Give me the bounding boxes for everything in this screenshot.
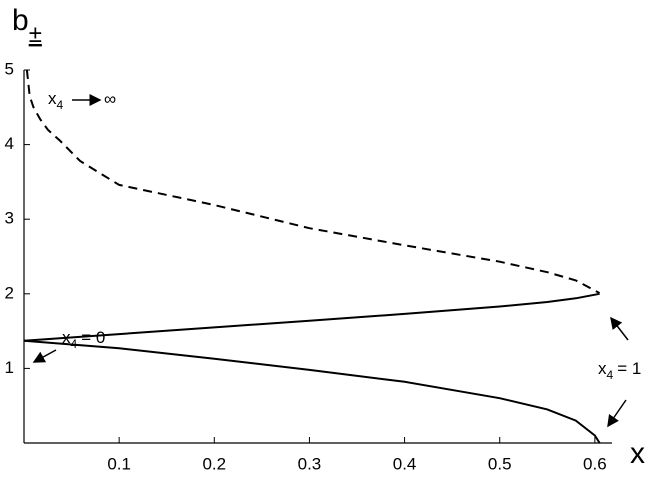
y-tick-label: 3: [5, 209, 14, 228]
x-axis-label: x: [630, 437, 645, 470]
x-tick-label: 0.6: [583, 454, 607, 473]
x-tick-label: 0.4: [393, 454, 417, 473]
curve: [23, 339, 601, 444]
annotation: x4: [48, 89, 64, 112]
y-axis-label: b±: [12, 4, 42, 48]
x-tick-label: 0.5: [488, 454, 512, 473]
y-tick-label: 5: [5, 59, 14, 78]
annotation: x4 = 1: [598, 359, 641, 382]
y-tick-label: 2: [5, 283, 14, 302]
annotation: x4 = 0: [62, 328, 105, 351]
y-tick-label: 4: [5, 134, 14, 153]
arrow: [610, 316, 629, 341]
curve: [25, 69, 601, 294]
annotation: ∞: [104, 89, 116, 108]
arrow: [32, 349, 57, 363]
y-tick-label: 1: [5, 358, 14, 377]
arrow: [607, 399, 627, 428]
x-tick-label: 0.2: [202, 454, 226, 473]
curve: [23, 292, 600, 342]
x-tick-label: 0.1: [107, 454, 131, 473]
x-tick-label: 0.3: [298, 454, 322, 473]
